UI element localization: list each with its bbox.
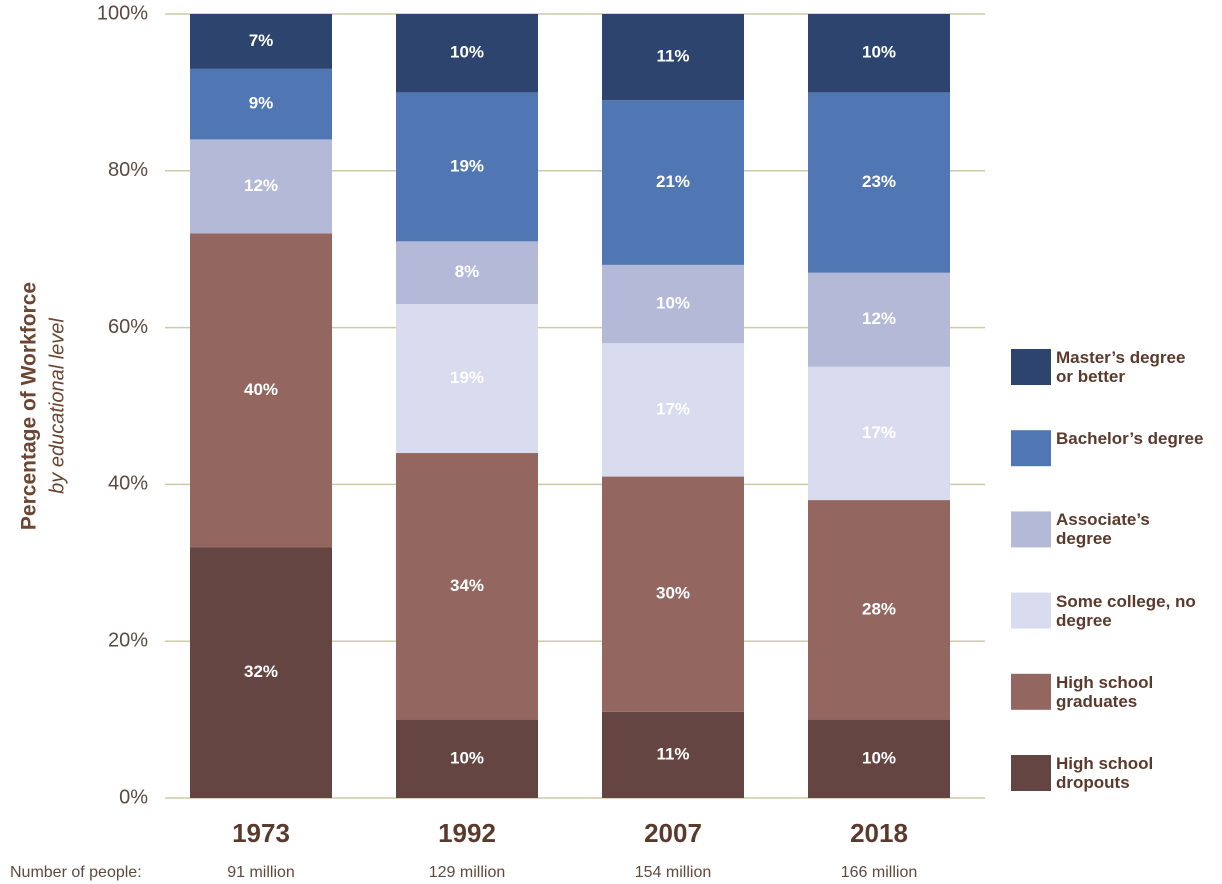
people-count: 91 million bbox=[227, 864, 295, 881]
legend-swatch bbox=[1011, 755, 1051, 791]
x-tick-label: 2018 bbox=[850, 818, 908, 848]
legend-label: Some college, no degree bbox=[1056, 591, 1196, 630]
data-label: 30% bbox=[656, 584, 690, 603]
y-tick-label: 80% bbox=[108, 159, 148, 181]
bar-segment bbox=[396, 453, 538, 720]
data-label: 10% bbox=[862, 43, 896, 62]
data-label: 34% bbox=[450, 576, 484, 595]
legend-swatch bbox=[1011, 511, 1051, 548]
bar-segment bbox=[808, 92, 950, 273]
x-tick-label: 1973 bbox=[232, 818, 290, 848]
bar-segment bbox=[190, 233, 332, 548]
people-count: 129 million bbox=[429, 864, 505, 881]
data-label: 28% bbox=[862, 599, 896, 618]
y-axis-subtitle: by educational level bbox=[46, 318, 68, 494]
data-label: 9% bbox=[249, 94, 274, 113]
data-label: 17% bbox=[862, 423, 896, 442]
bar-segment bbox=[190, 14, 332, 69]
bar-segment bbox=[808, 366, 950, 501]
bar-segment bbox=[808, 719, 950, 798]
legend-label: Associate’s degree bbox=[1056, 510, 1150, 549]
data-label: 10% bbox=[656, 294, 690, 313]
bar-segment bbox=[602, 264, 744, 344]
bar-segment bbox=[808, 14, 950, 93]
bar-segment bbox=[602, 343, 744, 477]
legend-label: Bachelor’s degree bbox=[1056, 429, 1204, 449]
legend-swatch bbox=[1011, 349, 1051, 385]
data-label: 12% bbox=[244, 176, 278, 195]
legend-swatch bbox=[1011, 673, 1051, 710]
people-count: 166 million bbox=[841, 864, 917, 881]
data-label: 10% bbox=[450, 748, 484, 767]
data-label: 10% bbox=[450, 43, 484, 62]
legend-swatch bbox=[1011, 430, 1051, 467]
bar-segment bbox=[602, 476, 744, 712]
legend-label: High school dropouts bbox=[1056, 754, 1154, 792]
bar-segment bbox=[190, 68, 332, 140]
data-label: 11% bbox=[656, 744, 689, 763]
data-label: 11% bbox=[656, 47, 689, 66]
people-label: Number of people: bbox=[10, 864, 142, 881]
data-label: 17% bbox=[656, 399, 690, 418]
legend-swatch bbox=[1011, 592, 1051, 629]
data-label: 40% bbox=[244, 380, 278, 399]
legend-label: Master’s degree or better bbox=[1056, 348, 1186, 386]
x-tick-label: 2007 bbox=[644, 818, 702, 848]
data-label: 19% bbox=[450, 156, 484, 175]
data-label: 21% bbox=[656, 172, 690, 191]
data-label: 10% bbox=[862, 748, 896, 767]
y-tick-label: 40% bbox=[108, 473, 148, 495]
bar-segment bbox=[396, 241, 538, 305]
bar-segment bbox=[190, 139, 332, 234]
bar-segment bbox=[602, 100, 744, 265]
bar-segment bbox=[190, 547, 332, 798]
y-tick-label: 100% bbox=[97, 2, 148, 24]
x-tick-label: 1992 bbox=[438, 818, 496, 848]
data-label: 8% bbox=[455, 262, 480, 281]
bar-segment bbox=[396, 719, 538, 798]
y-tick-label: 20% bbox=[108, 629, 148, 651]
y-tick-label: 60% bbox=[108, 316, 148, 338]
data-label: 7% bbox=[249, 31, 274, 50]
data-label: 12% bbox=[862, 309, 896, 328]
bar-segment bbox=[396, 92, 538, 242]
data-label: 19% bbox=[450, 368, 484, 387]
bar-segment bbox=[602, 14, 744, 101]
bar-segment bbox=[808, 500, 950, 720]
y-tick-label: 0% bbox=[119, 786, 148, 808]
bar-segment bbox=[396, 14, 538, 93]
legend-label: High school graduates bbox=[1056, 672, 1154, 711]
y-axis-title: Percentage of Workforce bbox=[18, 282, 41, 530]
bar-segment bbox=[396, 304, 538, 454]
bar-segment bbox=[808, 272, 950, 367]
data-label: 32% bbox=[244, 662, 278, 681]
people-count: 154 million bbox=[635, 864, 711, 881]
bar-segment bbox=[602, 711, 744, 798]
data-label: 23% bbox=[862, 172, 896, 191]
